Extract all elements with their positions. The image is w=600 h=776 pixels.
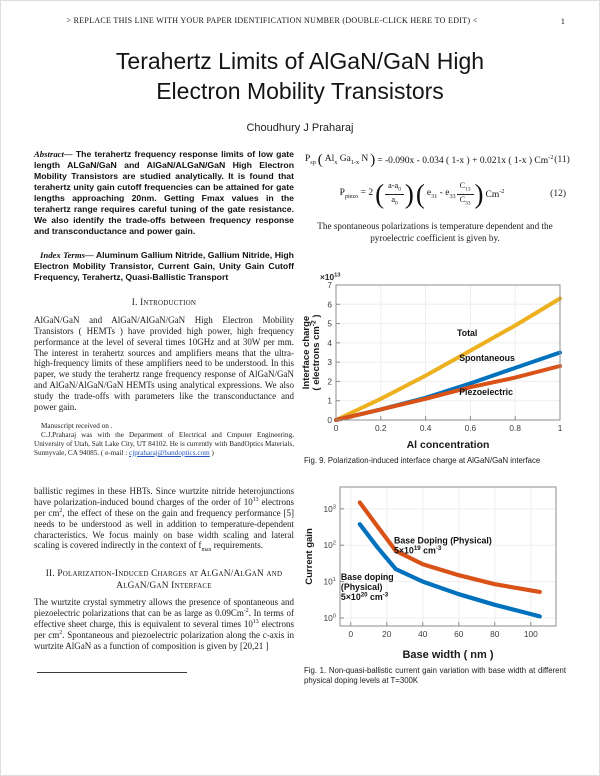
wurtzite-paragraph: The wurtzite crystal symmetry allows the… <box>34 597 294 651</box>
fraction-denominator: a0 <box>391 194 398 207</box>
footnote-affiliation-text: C.J.Praharaj was with the Department of … <box>34 430 294 457</box>
footnote-separator-rule <box>37 671 187 673</box>
section-heading-introduction: I. Introduction <box>131 298 197 309</box>
left-column: Abstract— The terahertz frequency respon… <box>34 149 294 694</box>
open-paren-icon: ( <box>375 178 385 209</box>
index-terms-label: Index Terms— <box>40 250 94 261</box>
running-header: > REPLACE THIS LINE WITH YOUR PAPER IDEN… <box>66 16 478 25</box>
section-heading-polarization: II. Polarization-Induced Charges at AlGa… <box>45 569 283 591</box>
svg-text:Current gain: Current gain <box>304 528 315 585</box>
index-terms-text: Aluminum Gallium Nitride, Gallium Nitrid… <box>34 250 294 283</box>
svg-text:20: 20 <box>382 629 392 639</box>
abstract-label: Abstract— <box>34 148 73 159</box>
right-column: Psp ( Alx Ga1-x N ) = -0.090x - 0.034 ( … <box>301 149 570 694</box>
svg-text:1: 1 <box>327 395 332 405</box>
interface-charge-chart: 0 0.2 0.4 0.6 0.8 1 0 1 2 3 4 5 6 7 Al concentration In… <box>300 269 570 452</box>
svg-text:(Physical): (Physical) <box>341 582 383 592</box>
open-paren-icon: ( <box>317 151 323 168</box>
svg-text:3: 3 <box>327 357 332 367</box>
equation-11: Psp ( Alx Ga1-x N ) = -0.090x - 0.034 ( … <box>304 151 570 168</box>
svg-text:102​: 102​ <box>324 540 336 550</box>
svg-text:6: 6 <box>327 299 332 309</box>
svg-text:80: 80 <box>490 629 500 639</box>
fig9-caption: Fig. 9. Polarization-induced interface c… <box>304 455 541 465</box>
equation-12-body: Ppiezo = 2 ( a-a0 a0 ) ( e31 - e33 C13 C33… <box>304 178 540 209</box>
svg-text:0: 0 <box>348 629 353 639</box>
close-paren-icon: ) <box>370 151 376 168</box>
equation-12-number: (12) <box>550 189 566 200</box>
svg-text:Base Doping (Physical): Base Doping (Physical) <box>394 536 492 546</box>
close-paren-icon: ) <box>404 178 414 209</box>
eq12-lhs: Ppiezo = 2 <box>339 188 374 201</box>
svg-text:Base width ( nm ): Base width ( nm ) <box>402 649 493 661</box>
svg-text:0: 0 <box>334 423 339 433</box>
abstract-text: The terahertz frequency response limits … <box>34 148 294 237</box>
svg-text:2: 2 <box>327 376 332 386</box>
svg-text:Total: Total <box>457 328 477 338</box>
author-name: Choudhury J Praharaj <box>246 121 354 134</box>
svg-text:×1013​: ×1013​ <box>320 272 341 282</box>
equation-12: Ppiezo = 2 ( a-a0 a0 ) ( e31 - e33 C13 C33… <box>304 178 566 209</box>
page-number: 1 <box>560 16 565 26</box>
close-paren-icon: ) <box>474 178 484 209</box>
two-column-body: Abstract— The terahertz frequency respon… <box>1 149 599 694</box>
open-paren-icon: ( <box>415 178 425 209</box>
equation-11-body: Psp ( Alx Ga1-x N ) = -0.090x - 0.034 ( … <box>304 151 554 168</box>
svg-text:40: 40 <box>418 629 428 639</box>
svg-text:1: 1 <box>558 423 563 433</box>
eq12-piezo-coefficients: e31 - e33 <box>426 188 456 201</box>
svg-text:4: 4 <box>327 338 332 348</box>
svg-text:5×1020​ cm-3​: 5×1020​ cm-3​ <box>341 591 389 602</box>
equation-11-number: (11) <box>554 155 570 166</box>
svg-text:60: 60 <box>454 629 464 639</box>
svg-text:Base doping: Base doping <box>341 572 394 582</box>
svg-text:101​: 101​ <box>324 576 336 586</box>
footnote-received: Manuscript received on . <box>41 421 113 430</box>
abstract: Abstract— The terahertz frequency respon… <box>34 149 294 237</box>
svg-text:7: 7 <box>327 280 332 290</box>
svg-text:5×1019​ cm-3​: 5×1019​ cm-3​ <box>394 545 442 556</box>
fraction-numerator: C13 <box>456 181 474 195</box>
svg-text:Spontaneous: Spontaneous <box>459 353 515 363</box>
eq11-argument: Alx Ga1-x N <box>324 154 369 167</box>
paper-title: Terahertz Limits of AlGaN/GaN High Elect… <box>115 48 485 104</box>
eq12-unit: Cm-2 <box>485 188 505 200</box>
fraction-numerator: a-a0 <box>385 181 404 195</box>
introduction-paragraph: AlGaN/GaN and AlGaN/AlGaN/GaN High Elect… <box>34 314 294 412</box>
eq12-fraction-elastic: C13 C33 <box>456 181 474 207</box>
svg-text:0.8: 0.8 <box>509 423 521 433</box>
svg-text:Al concentration: Al concentration <box>407 439 490 451</box>
eq12-fraction-lattice: a-a0 a0 <box>385 181 404 207</box>
svg-text:100​: 100​ <box>324 613 336 623</box>
ballistic-paragraph: ballistic regimes in these HBTs. Since w… <box>34 486 294 554</box>
footnote-close-paren: ) <box>209 448 214 457</box>
svg-text:0.4: 0.4 <box>420 423 432 433</box>
svg-text:Interface charge: Interface charge <box>301 315 312 388</box>
fig1-caption: Fig. 1. Non-quasi-ballistic current gain… <box>304 665 566 685</box>
fraction-denominator: C33 <box>459 194 471 207</box>
svg-text:Piezoelectric: Piezoelectric <box>459 387 513 397</box>
eq11-rhs: = -0.090x - 0.034 ( 1-x ) + 0.021x ( 1-x… <box>377 154 554 166</box>
svg-text:103​: 103​ <box>324 504 336 514</box>
index-terms: Index Terms— Aluminum Gallium Nitride, G… <box>34 250 294 283</box>
svg-text:100: 100 <box>524 629 538 639</box>
current-gain-chart: 0 20 40 60 80 100 100​ 101​ 102​ 103​ Base width (… <box>300 479 570 662</box>
svg-text:( electrons cm-2​ ): ( electrons cm-2​ ) <box>311 314 323 390</box>
svg-text:0: 0 <box>327 415 332 425</box>
svg-text:0.6: 0.6 <box>465 423 477 433</box>
footnote-affiliation: C.J.Praharaj was with the Department of … <box>34 431 294 458</box>
eq11-lhs: Psp <box>305 154 316 167</box>
svg-text:5: 5 <box>327 318 332 328</box>
svg-text:0.2: 0.2 <box>375 423 387 433</box>
author-footnote: Manuscript received on . C.J.Praharaj wa… <box>34 422 294 458</box>
polarization-note: The spontaneous polarizations is tempera… <box>317 220 553 243</box>
column-gap-spacer <box>34 458 294 486</box>
email-link[interactable]: cjpraharaj@bandoptics.com <box>129 448 210 457</box>
